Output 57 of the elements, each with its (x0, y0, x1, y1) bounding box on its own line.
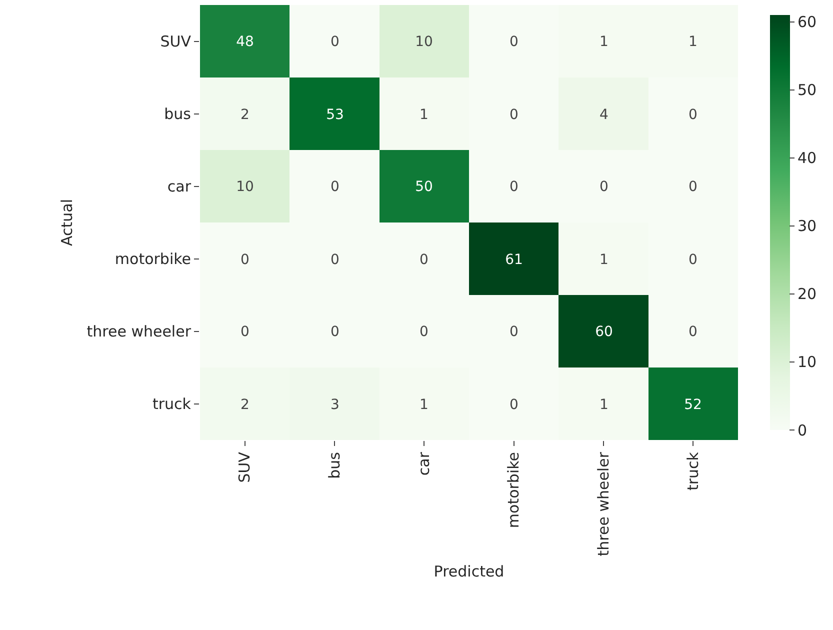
y-tick-label: three wheeler (86, 322, 192, 340)
data-label: 0 (330, 324, 340, 340)
data-label: 10 (236, 178, 254, 195)
data-label: 10 (415, 34, 433, 50)
color-bar-label: 0 (798, 421, 808, 440)
data-label: 2 (240, 396, 250, 413)
y-tick-label: motorbike (114, 250, 191, 268)
data-label: 1 (600, 396, 608, 413)
data-label: 3 (330, 396, 340, 413)
data-label: 0 (688, 324, 698, 340)
data-label: 53 (326, 106, 344, 123)
data-label: 61 (505, 252, 523, 268)
data-label: 0 (330, 34, 340, 50)
data-label: 1 (600, 34, 608, 50)
color-bar-label: 10 (798, 353, 817, 372)
data-label: 0 (420, 252, 428, 268)
y-tick-label: SUV (160, 32, 192, 50)
color-bar-label: 60 (798, 13, 817, 32)
x-axis-title: Predicted (434, 562, 504, 580)
data-label: 0 (510, 106, 518, 123)
data-label: 4 (600, 106, 609, 123)
data-label: 0 (510, 178, 518, 195)
x-tick-label: three wheeler (594, 451, 612, 556)
data-label: 60 (595, 324, 613, 340)
data-label: 1 (600, 252, 608, 268)
data-label: 50 (415, 178, 433, 195)
data-label: 0 (330, 252, 340, 268)
data-label: 0 (240, 324, 250, 340)
x-tick-label: motorbike (504, 452, 523, 528)
data-label: 0 (600, 178, 608, 195)
color-bar-label: 20 (798, 285, 817, 304)
data-label: 0 (688, 106, 698, 123)
data-label: 1 (688, 34, 698, 50)
data-label: 0 (688, 252, 698, 268)
x-tick-label: SUV (236, 451, 254, 483)
data-label: 0 (510, 324, 518, 340)
data-label: 48 (236, 34, 254, 50)
x-tick-label: car (415, 451, 434, 476)
y-axis-title: Actual (58, 199, 76, 246)
data-label: 0 (240, 252, 250, 268)
data-label: 0 (510, 34, 518, 50)
data-label: 1 (420, 106, 428, 123)
data-label: 1 (420, 396, 428, 413)
data-label: 0 (420, 324, 428, 340)
y-tick-label: truck (152, 395, 192, 413)
data-label: 0 (688, 178, 698, 195)
color-bar-label: 50 (798, 81, 817, 100)
x-tick-label: bus (325, 452, 344, 479)
data-label: 0 (330, 178, 340, 195)
color-bar-label: 30 (798, 217, 817, 236)
data-label: 0 (510, 396, 518, 413)
color-bar-label: 40 (798, 149, 817, 168)
x-tick-label: truck (684, 452, 702, 490)
y-tick-label: car (167, 178, 192, 196)
data-label: 2 (240, 106, 250, 123)
y-tick-label: bus (164, 105, 192, 123)
data-label: 52 (684, 396, 702, 413)
